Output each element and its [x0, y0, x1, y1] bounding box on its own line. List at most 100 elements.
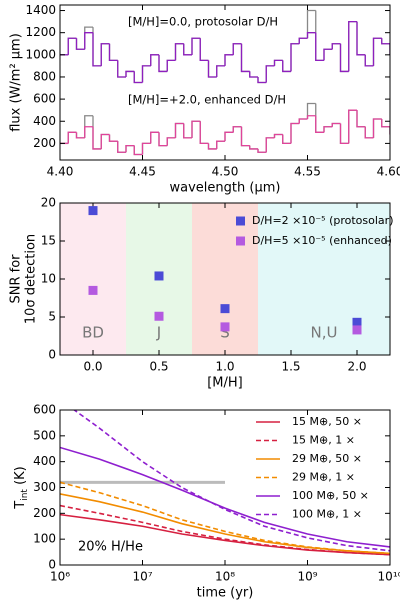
spectrum-step: [339, 43, 349, 73]
y-axis-label: flux (W/m² μm): [9, 33, 24, 132]
spectrum-step: [191, 120, 201, 138]
spectrum-step: [306, 32, 316, 39]
x-tick-label: 10⁷: [132, 570, 152, 584]
point: [88, 206, 98, 216]
spectrum-step: [364, 126, 374, 139]
annotation: [M/H]=0.0, protosolar D/H: [128, 15, 278, 29]
y-tick-label: 0: [48, 558, 56, 572]
region: [60, 203, 126, 355]
spectrum-step: [174, 43, 184, 61]
spectrum-step: [331, 43, 341, 50]
spectrum-step: [348, 20, 357, 72]
spectrum-step: [273, 59, 283, 66]
spectrum-step: [67, 131, 77, 144]
spectrum-step: [240, 43, 250, 73]
spectrum-step: [125, 144, 135, 153]
spectrum-step: [290, 43, 300, 72]
x-tick-label: 0.0: [83, 360, 102, 374]
spectrum-step: [257, 76, 267, 84]
spectrum-step: [372, 118, 382, 138]
legend-label: 100 M⊕, 50 ×: [292, 489, 369, 502]
spectrum-step: [166, 137, 176, 146]
spectrum-step: [232, 126, 242, 133]
spectrum-step: [92, 32, 102, 67]
spectrum-step: [282, 60, 291, 73]
spectrum-step: [381, 38, 390, 45]
spectrum-step: [158, 54, 168, 73]
x-tick-label: 4.55: [294, 165, 321, 179]
spectrum-step: [191, 37, 201, 55]
legend-label: 15 M⊕, 1 ×: [292, 434, 355, 447]
plot-area: [60, 9, 390, 156]
spectrum-step: [183, 123, 192, 139]
spectrum-step: [67, 37, 77, 55]
spectrum-step: [298, 37, 308, 44]
y-tick-label: 10: [41, 272, 56, 286]
y-tick-label: 1000: [25, 47, 56, 61]
spectrum-step: [356, 21, 366, 56]
spectrum-step: [141, 65, 151, 83]
spectrum-step: [282, 60, 291, 73]
spectrum-step: [298, 37, 308, 44]
spectrum-step: [315, 115, 324, 133]
spectrum-step: [199, 121, 209, 145]
spectrum-step: [150, 54, 159, 66]
spectrum-step: [191, 37, 201, 55]
spectrum-step: [133, 145, 143, 156]
x-tick-label: 4.45: [129, 165, 156, 179]
spectrum-step: [232, 43, 242, 55]
spectrum-step: [273, 133, 283, 138]
point: [220, 322, 230, 332]
spectrum-step: [381, 38, 390, 45]
spectrum-step: [298, 118, 308, 124]
spectrum-step: [174, 43, 184, 61]
spectrum-step: [84, 32, 93, 50]
y-tick-label: 600: [33, 403, 56, 417]
spectrum-step: [75, 38, 85, 50]
spectrum-step: [232, 126, 242, 133]
spectrum-step: [298, 118, 308, 124]
spectrum-step: [108, 43, 118, 62]
spectrum-step: [306, 102, 316, 120]
y-tick-label: 200: [33, 506, 56, 520]
x-tick-label: 0.5: [149, 360, 168, 374]
y-tick-label: 800: [33, 69, 56, 83]
y-tick-label: 500: [33, 428, 56, 442]
legend-label: D/H=5 ×10⁻⁵ (enhanced): [252, 234, 392, 247]
spectrum-step: [315, 103, 324, 133]
spectrum-step: [84, 26, 93, 50]
region-label: BD: [82, 324, 104, 342]
spectrum-step: [372, 37, 382, 66]
spectrum-step: [249, 71, 258, 78]
spectrum-step: [339, 123, 349, 145]
y-tick-label: 300: [33, 480, 56, 494]
spectrum-step: [141, 65, 151, 83]
point: [220, 304, 230, 314]
spectrum-step: [174, 122, 184, 138]
model-line: [60, 481, 390, 555]
spectrum-step: [290, 122, 300, 144]
spectrum-step: [100, 43, 110, 66]
point: [154, 311, 164, 321]
spectrum-step: [282, 134, 291, 145]
spectrum-step: [117, 60, 126, 78]
spectrum-step: [323, 48, 333, 61]
spectrum-step: [183, 43, 192, 56]
spectrum-step: [372, 37, 382, 66]
x-tick-label: 4.40: [47, 165, 74, 179]
region-label: N,U: [311, 324, 338, 342]
spectrum-step: [199, 38, 209, 62]
legend-label: 100 M⊕, 1 ×: [292, 508, 362, 521]
spectrum-step: [257, 76, 267, 84]
spectrum-step: [67, 37, 77, 55]
spectrum-step: [364, 54, 374, 67]
x-tick-label: 10⁹: [297, 570, 317, 584]
spectrum-step: [265, 137, 275, 153]
spectrum-step: [133, 71, 143, 84]
frame: [59, 4, 391, 161]
spectrum-step: [100, 43, 110, 66]
region-label: S: [220, 324, 230, 342]
spectrum-step: [75, 132, 85, 139]
y-tick-label: 400: [33, 454, 56, 468]
legend-label: D/H=2 ×10⁻⁵ (protosolar): [252, 214, 394, 227]
